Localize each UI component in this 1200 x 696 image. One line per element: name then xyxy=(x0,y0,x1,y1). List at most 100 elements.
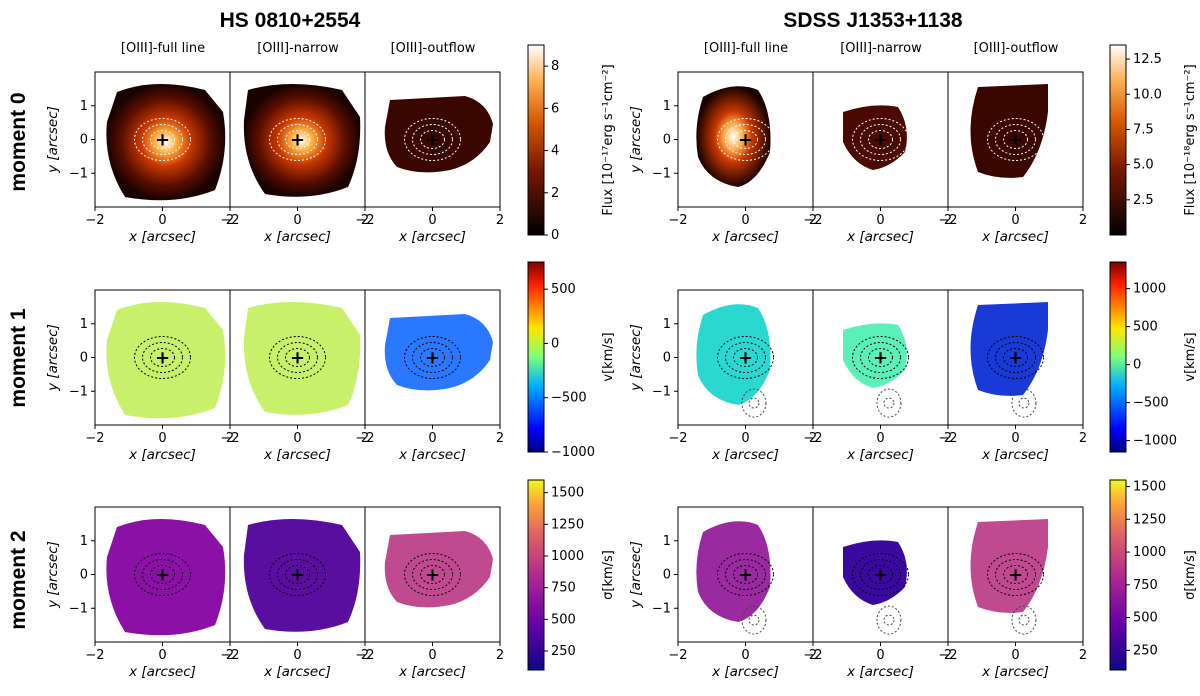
center-marker: + xyxy=(425,565,440,586)
x-tick-label: 2 xyxy=(1079,213,1087,228)
contour-1 xyxy=(142,342,183,373)
colorbar-label: σ[km/s] xyxy=(601,550,616,600)
x-tick-label: 0 xyxy=(293,431,301,446)
colorbar-tick-label: 5.0 xyxy=(1133,158,1154,173)
contour-1 xyxy=(725,559,766,590)
y-tick-label: −1 xyxy=(652,384,671,399)
row-label-moment2: moment 2 xyxy=(7,530,30,629)
emission-region xyxy=(696,521,771,622)
contour-2 xyxy=(717,336,774,379)
contour-companion-inner xyxy=(1018,614,1030,626)
contour-0 xyxy=(868,565,893,584)
contour-2 xyxy=(134,336,191,379)
x-tick-label: 2 xyxy=(496,431,504,446)
contour-1 xyxy=(142,124,183,155)
colorbar-gradient xyxy=(527,479,545,671)
colorbar-tick-label: 500 xyxy=(551,612,576,627)
contour-companion-outer xyxy=(876,388,902,418)
center-marker: + xyxy=(873,565,888,586)
x-tick-label: −2 xyxy=(938,431,957,446)
contour-companion-outer xyxy=(1011,605,1037,635)
contour-2 xyxy=(987,336,1044,379)
panel-sdss-r0-c0: + −2 0 2 x [arcsec] 1 0 −1 y [arcsec] xyxy=(628,71,817,245)
y-axis-label: y [arcsec] xyxy=(628,106,644,174)
contour-1 xyxy=(277,342,318,373)
colorbar-tick-label: −1000 xyxy=(551,445,595,460)
contour-0 xyxy=(285,130,310,149)
x-axis-label: x [arcsec] xyxy=(263,229,331,245)
x-axis-label: x [arcsec] xyxy=(128,664,196,680)
x-axis-label: x [arcsec] xyxy=(981,664,1049,680)
contour-companion-inner xyxy=(748,614,760,626)
y-axis-label: y [arcsec] xyxy=(45,106,61,174)
center-marker: + xyxy=(873,130,888,151)
x-tick-label: −2 xyxy=(803,213,822,228)
contour-companion-inner xyxy=(1018,397,1030,409)
y-tick-label: 1 xyxy=(80,317,88,332)
x-tick-label: −2 xyxy=(85,431,104,446)
colorbar-gradient xyxy=(1109,44,1127,236)
x-axis-label: x [arcsec] xyxy=(981,229,1049,245)
panel-sdss-r2-c0: + −2 0 2 x [arcsec] 1 0 −1 y [arcsec] xyxy=(628,506,817,680)
center-marker: + xyxy=(1008,348,1023,369)
panel-hs-r2-c1: + −2 0 2 x [arcsec] xyxy=(220,506,369,680)
x-axis-label: x [arcsec] xyxy=(711,447,779,463)
contour-2 xyxy=(852,118,909,161)
colorbar-tick-label: 1500 xyxy=(551,486,584,501)
x-tick-label: 0 xyxy=(158,213,166,228)
colorbar-gradient xyxy=(1109,479,1127,671)
y-tick-label: 0 xyxy=(663,568,671,583)
panel-sdss-r0-c1: + −2 0 2 x [arcsec] xyxy=(803,71,952,245)
contour-2 xyxy=(717,553,774,596)
colorbar-tick-label: 750 xyxy=(551,581,576,596)
x-axis-label: x [arcsec] xyxy=(846,664,914,680)
y-tick-label: 1 xyxy=(663,317,671,332)
contour-1 xyxy=(860,559,901,590)
contour-companion-inner xyxy=(883,397,895,409)
contour-2 xyxy=(852,553,909,596)
panel-grid: + −2 0 2 x [arcsec] 1 0 −1 y [arcsec] + −2 0 2 x [arc… xyxy=(45,71,1087,680)
panel-sdss-r1-c1: + −2 0 2 x [arcsec] xyxy=(803,289,952,463)
center-marker: + xyxy=(1008,565,1023,586)
colorbar-tick-label: 0 xyxy=(551,228,559,243)
colorbar-tick-label: 0 xyxy=(551,336,559,351)
colorbar-tick-label: 500 xyxy=(551,282,576,297)
colorbar-label: σ[km/s] xyxy=(1183,550,1198,600)
x-axis-label: x [arcsec] xyxy=(263,447,331,463)
panel-hs-r2-c0: + −2 0 2 x [arcsec] 1 0 −1 y [arcsec] xyxy=(45,506,234,680)
colorbar-gradient xyxy=(527,44,545,236)
contour-0 xyxy=(1003,130,1028,149)
contour-2 xyxy=(134,553,191,596)
contour-2 xyxy=(987,553,1044,596)
colorbar-sdss-r2: 1500 1250 1000 750 500 250 σ[km/s] xyxy=(1109,479,1198,671)
row-label-moment1: moment 1 xyxy=(7,308,30,408)
emission-region xyxy=(970,302,1048,396)
x-tick-label: 2 xyxy=(361,213,369,228)
x-tick-label: −2 xyxy=(938,648,957,663)
x-tick-label: −2 xyxy=(355,431,374,446)
contour-2 xyxy=(404,336,461,379)
x-tick-label: 0 xyxy=(876,648,884,663)
x-tick-label: 0 xyxy=(293,213,301,228)
x-axis-label: x [arcsec] xyxy=(981,447,1049,463)
x-axis-label: x [arcsec] xyxy=(398,229,466,245)
x-tick-label: 0 xyxy=(1011,213,1019,228)
colorbar-label: v[km/s] xyxy=(1183,332,1198,381)
x-axis-label: x [arcsec] xyxy=(128,229,196,245)
emission-region xyxy=(843,105,907,170)
y-axis-label: y [arcsec] xyxy=(45,324,61,392)
x-axis-label: x [arcsec] xyxy=(398,664,466,680)
contour-0 xyxy=(733,348,758,367)
panel-title-sdss-outflow: [OIII]-outflow xyxy=(974,41,1059,56)
emission-region xyxy=(106,518,226,636)
contour-0 xyxy=(420,348,445,367)
object-title-hs: HS 0810+2554 xyxy=(220,9,361,32)
colorbar-tick-label: −500 xyxy=(1133,396,1169,411)
panel-hs-r2-c2: + −2 0 2 x [arcsec] xyxy=(355,506,504,680)
colorbar-tick-label: 250 xyxy=(551,644,576,659)
colorbar-hs-r0: 0 2 4 6 8 Flux [10⁻¹⁷erg s⁻¹cm⁻²] xyxy=(527,44,616,243)
colorbar-tick-label: 750 xyxy=(1133,578,1158,593)
panel-title-sdss-full: [OIII]-full line xyxy=(704,41,788,56)
